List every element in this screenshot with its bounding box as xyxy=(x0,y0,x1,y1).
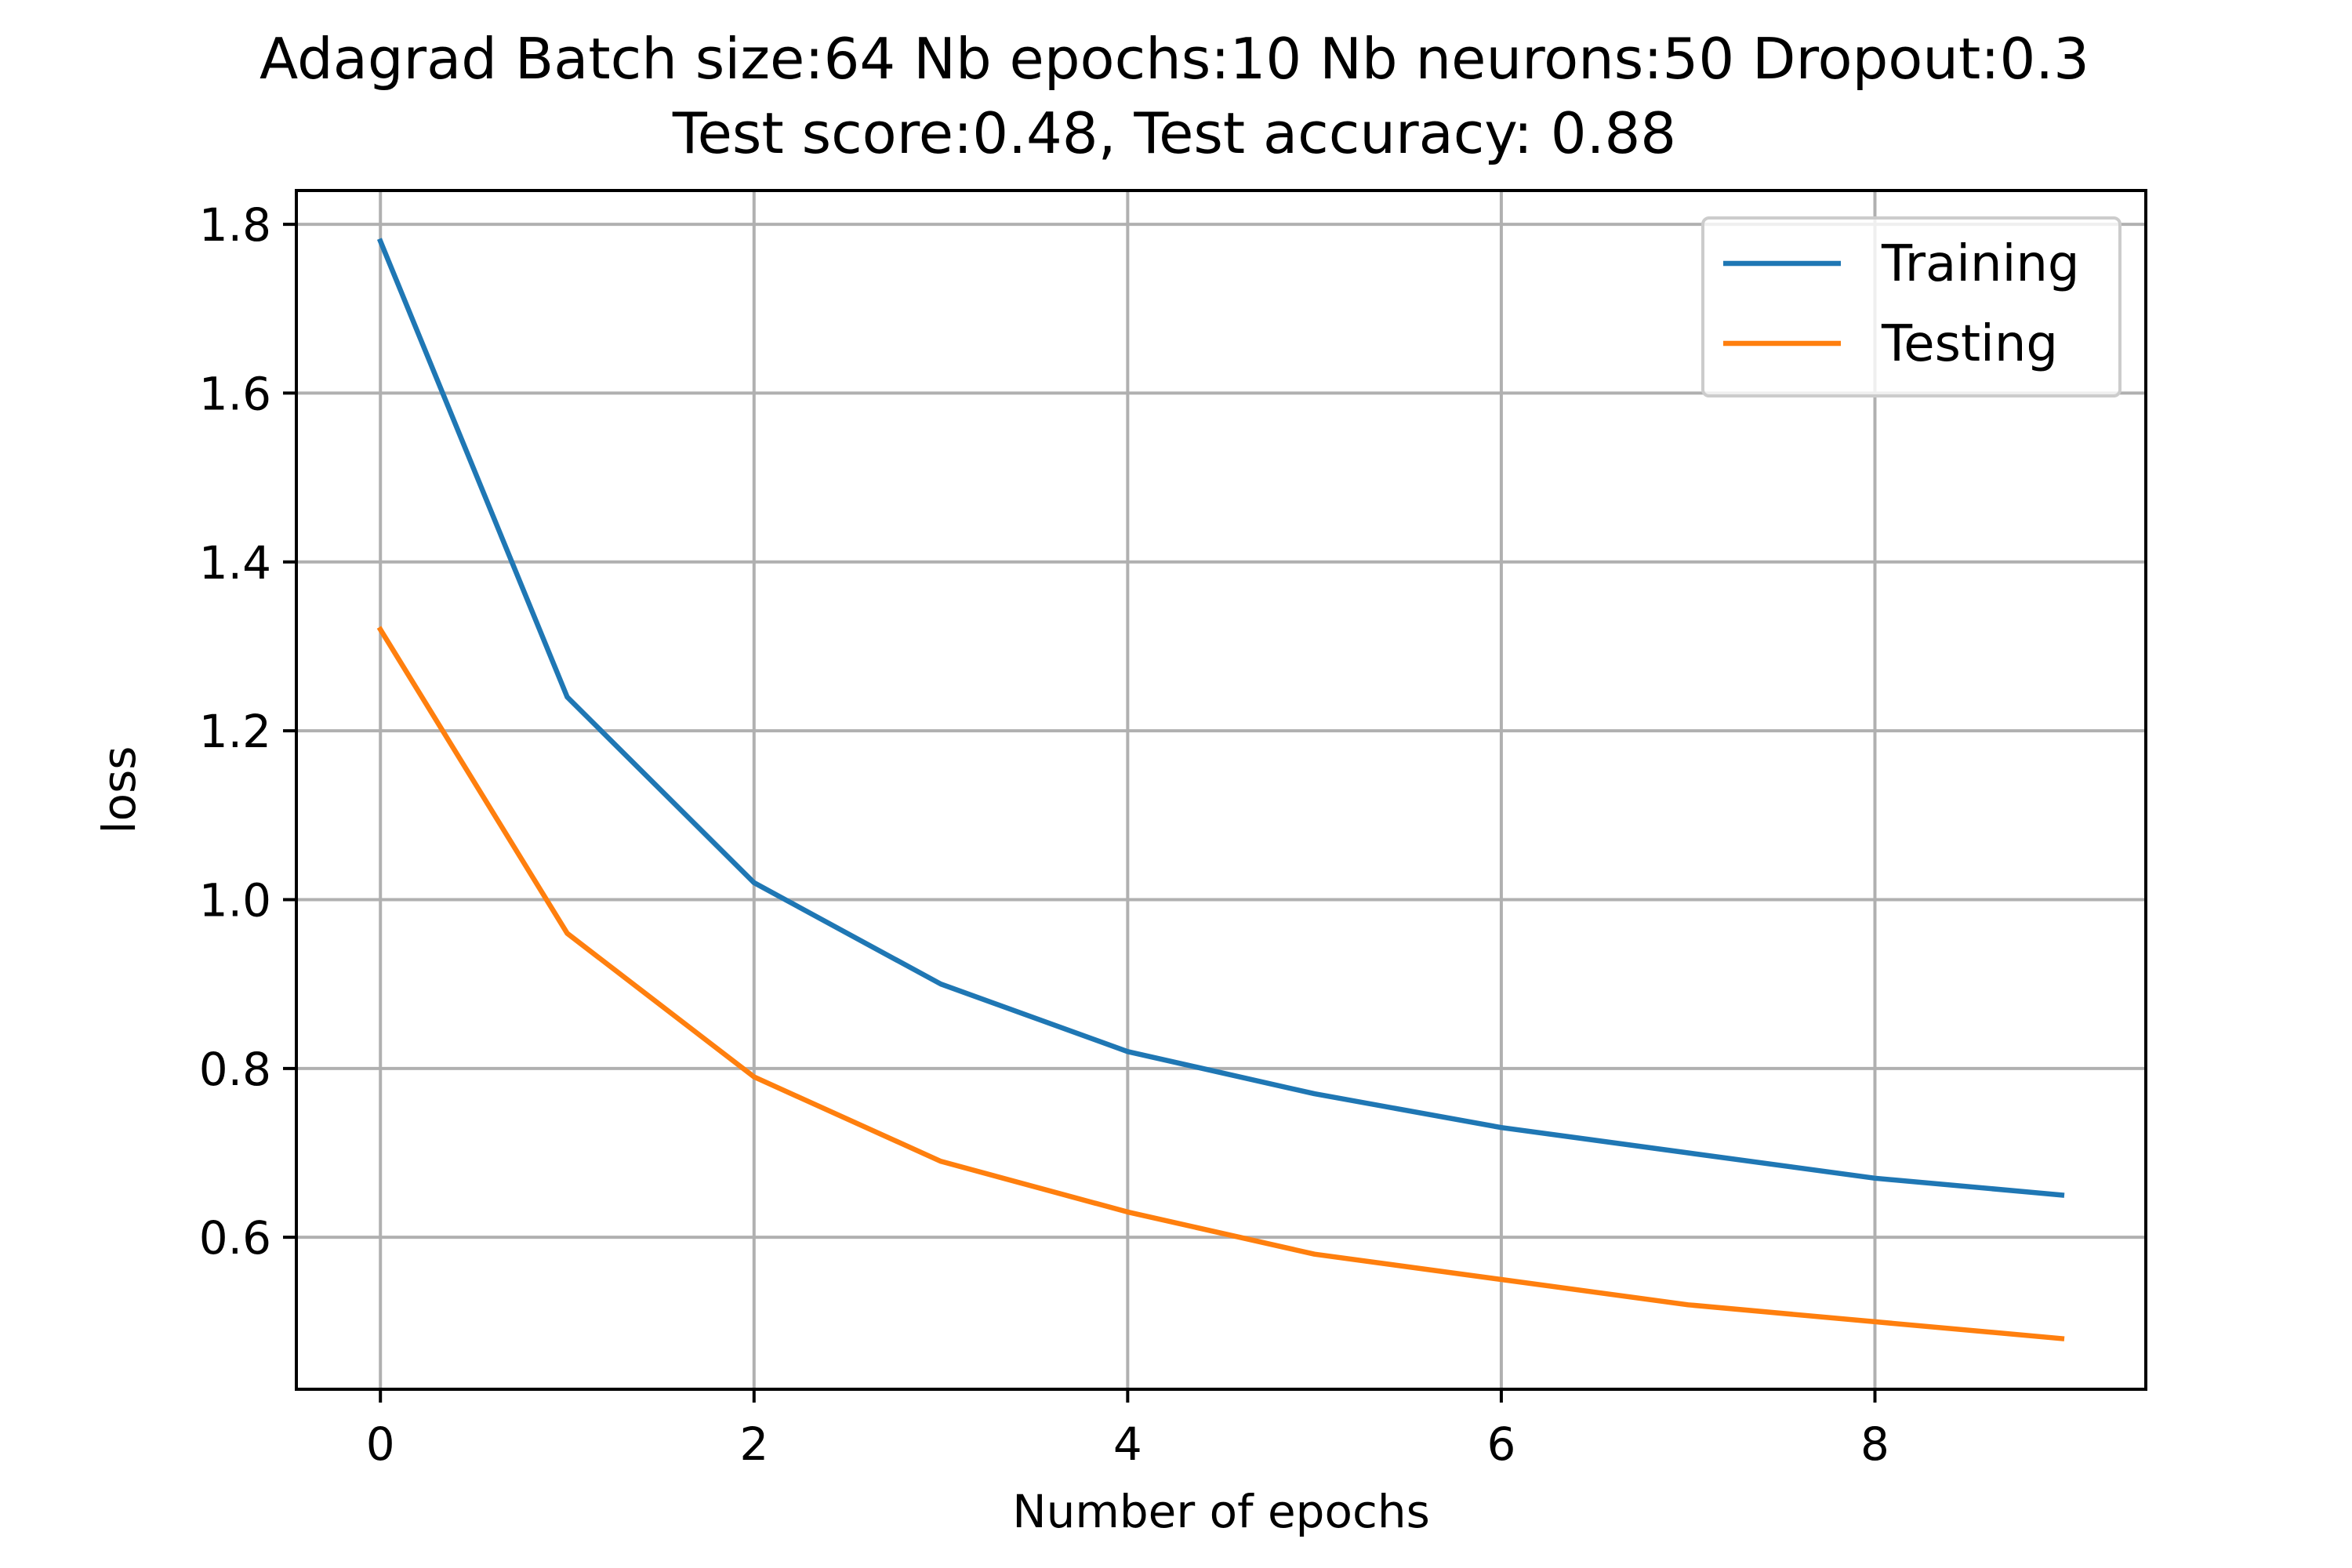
x-tick-label: 8 xyxy=(1860,1417,1889,1471)
y-tick-label: 0.8 xyxy=(199,1043,271,1096)
legend-label-testing: Testing xyxy=(1881,315,2058,373)
x-tick-label: 0 xyxy=(366,1417,395,1471)
grid xyxy=(296,191,2146,1389)
plot-frame xyxy=(295,189,2147,1391)
y-tick-label: 1.8 xyxy=(199,198,271,252)
chart-title: Adagrad Batch size:64 Nb epochs:10 Nb ne… xyxy=(260,26,2089,92)
x-tick-label: 2 xyxy=(739,1417,768,1471)
x-tick-label: 6 xyxy=(1486,1417,1515,1471)
x-axis-label: Number of epochs xyxy=(1012,1485,1430,1538)
series-line-testing xyxy=(376,626,2065,1341)
series-line-training xyxy=(376,238,2065,1198)
series-lines xyxy=(376,238,2065,1341)
legend-label-training: Training xyxy=(1881,235,2080,293)
y-tick-label: 0.6 xyxy=(199,1211,271,1265)
y-axis-label: loss xyxy=(93,746,146,833)
legend: Training Testing xyxy=(1701,216,2122,397)
y-tick-label: 1.4 xyxy=(199,536,271,590)
y-tick-label: 1.0 xyxy=(199,873,271,927)
x-tick-label: 4 xyxy=(1113,1417,1142,1471)
y-tick-label: 1.6 xyxy=(199,367,271,420)
chart-subtitle: Test score:0.48, Test accuracy: 0.88 xyxy=(672,100,1676,166)
y-tick-label: 1.2 xyxy=(199,705,271,758)
axis-ticks: 0 2 4 6 8 0.6 0.8 1.0 1.2 1.4 1.6 1.8 xyxy=(199,198,1889,1471)
